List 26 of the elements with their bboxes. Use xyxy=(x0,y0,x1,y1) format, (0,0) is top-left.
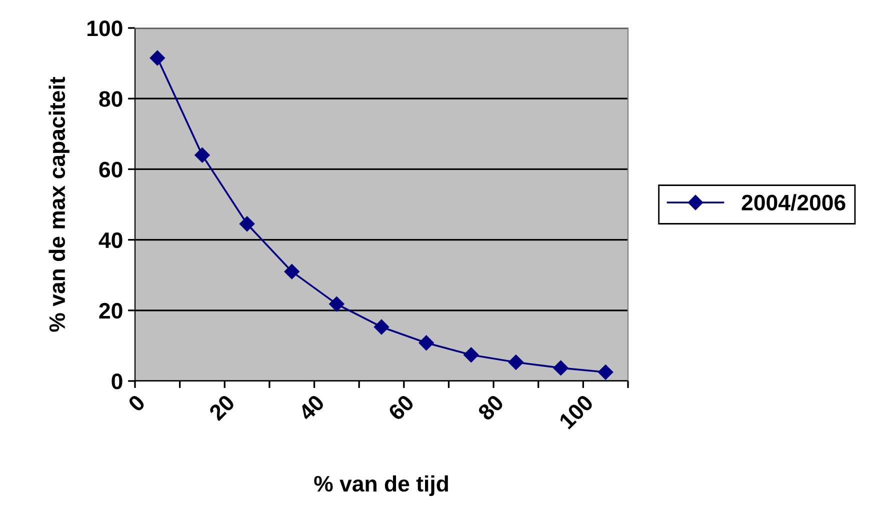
y-tick-label: 0 xyxy=(112,374,122,390)
y-tick-label: 40 xyxy=(98,232,122,248)
point xyxy=(239,216,255,232)
y-tick-label: 60 xyxy=(99,162,122,178)
y-tick-label: 20 xyxy=(99,302,122,319)
x-axis-title: % van de tijd xyxy=(314,475,448,496)
legend-label: 2004/2006 xyxy=(742,194,846,211)
point xyxy=(553,360,568,376)
point xyxy=(374,319,390,335)
point xyxy=(418,335,434,350)
y-axis-title: % van de max capaciteit xyxy=(48,76,70,332)
point xyxy=(194,148,210,163)
point xyxy=(284,264,300,280)
point xyxy=(329,296,344,312)
point xyxy=(150,50,165,66)
x-tick-label: 60 xyxy=(387,394,415,422)
x-tick-label: 100 xyxy=(558,394,594,430)
x-tick-label: 0 xyxy=(127,394,146,412)
x-tick-label: 80 xyxy=(476,394,504,422)
x-tick-label: 20 xyxy=(208,394,236,422)
point xyxy=(508,354,524,370)
x-tick-label: 40 xyxy=(297,394,326,422)
point xyxy=(464,347,479,362)
y-tick-label: 80 xyxy=(99,91,122,107)
point xyxy=(598,364,614,380)
y-tick-label: 100 xyxy=(88,20,122,36)
